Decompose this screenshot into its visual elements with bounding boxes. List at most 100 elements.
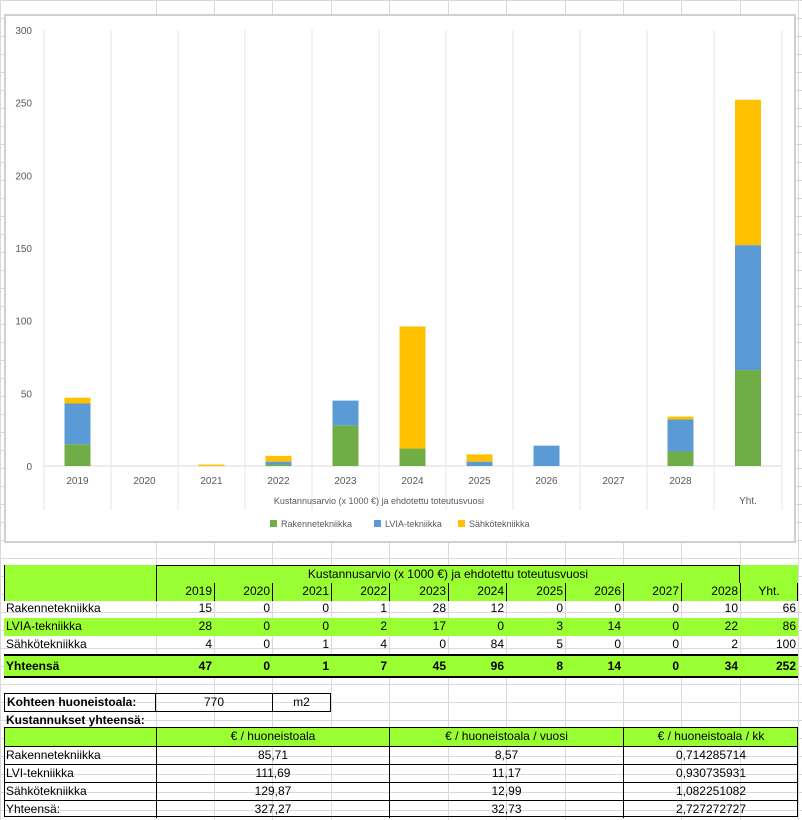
year-header: 2025 <box>506 583 565 601</box>
row-value: 2 <box>731 637 738 651</box>
costs-row-label: Sähkötekniikka <box>6 784 87 798</box>
costs-value: 129,87 <box>156 783 389 800</box>
row-value: 0 <box>614 601 621 615</box>
y-tick-label: 300 <box>15 26 32 37</box>
row-value: 14 <box>607 619 621 633</box>
row-value: 0 <box>556 601 563 615</box>
sum-row-value: 7 <box>380 659 387 673</box>
year-header: 2019 <box>156 583 214 601</box>
y-tick-label: 150 <box>15 244 32 255</box>
area-label: Kohteen huoneistoala: <box>4 693 156 712</box>
bar-segment <box>399 448 426 466</box>
bar-segment <box>332 400 359 426</box>
legend-swatch <box>270 520 277 527</box>
costs-value: 0,714285714 <box>623 747 798 764</box>
row-value: 0 <box>263 619 270 633</box>
row-total: 86 <box>782 619 796 633</box>
year-header: 2020 <box>214 583 272 601</box>
costs-title: Kustannukset yhteensä: <box>6 713 145 727</box>
grid-row-line <box>0 612 802 613</box>
bar-segment <box>399 326 426 449</box>
costs-value: 85,71 <box>156 747 389 764</box>
costs-row-line <box>4 800 798 801</box>
x-tick-label: 2020 <box>133 476 156 487</box>
x-tick-label: 2024 <box>401 476 424 487</box>
costs-value: 8,57 <box>389 747 623 764</box>
sum-row-total: 252 <box>775 659 796 673</box>
costs-value: 327,27 <box>156 801 389 818</box>
row-value: 17 <box>432 619 446 633</box>
row-value: 1 <box>380 601 387 615</box>
x-tick-label: 2023 <box>334 476 357 487</box>
row-value: 0 <box>672 601 679 615</box>
grid-col-line <box>798 0 799 820</box>
sum-row-value: 34 <box>724 659 738 673</box>
costs-frame <box>4 727 798 817</box>
total-header: Yht. <box>740 583 798 601</box>
row-value: 3 <box>556 619 563 633</box>
grid-row-line <box>0 774 802 775</box>
bar-segment <box>466 454 493 462</box>
costs-row-label: Yhteensä: <box>6 802 61 816</box>
area-unit: m2 <box>273 693 331 712</box>
costs-header-bg <box>4 728 798 746</box>
x-tick-label: Yht. <box>739 496 757 507</box>
y-tick-label: 100 <box>15 317 32 328</box>
bar-segment <box>332 425 359 466</box>
row-value: 12 <box>490 601 504 615</box>
bar-segment <box>64 403 91 445</box>
x-axis-title: Kustannusarvio (x 1000 €) ja ehdotettu t… <box>274 496 484 506</box>
row-value: 22 <box>724 619 738 633</box>
costs-header: € / huoneistoala / kk <box>623 728 798 746</box>
row-value: 10 <box>724 601 738 615</box>
row-value: 28 <box>198 619 212 633</box>
grid-row-line <box>0 648 802 649</box>
sum-row-value: 0 <box>263 659 270 673</box>
sum-row-value: 0 <box>672 659 679 673</box>
row-value: 4 <box>380 637 387 651</box>
grid-row-line <box>0 558 802 559</box>
row-value: 28 <box>432 601 446 615</box>
row-value: 0 <box>614 637 621 651</box>
sum-row-value: 45 <box>432 659 446 673</box>
legend-swatch <box>374 520 381 527</box>
row-total: 66 <box>782 601 796 615</box>
bar-segment <box>198 464 225 466</box>
row-value: 2 <box>380 619 387 633</box>
bar-segment <box>64 444 91 466</box>
costs-row-line <box>4 782 798 783</box>
x-tick-label: 2021 <box>200 476 223 487</box>
sum-row-value: 8 <box>556 659 563 673</box>
year-header: 2021 <box>272 583 331 601</box>
table-header-bg <box>4 565 798 601</box>
row-value: 4 <box>205 637 212 651</box>
bar-segment <box>64 397 91 404</box>
sum-row-label: Yhteensä <box>6 659 60 673</box>
year-header: 2028 <box>681 583 740 601</box>
x-tick-label: 2022 <box>267 476 290 487</box>
bar-segment <box>735 370 761 466</box>
y-tick-label: 200 <box>15 171 32 182</box>
costs-row-line <box>4 746 798 747</box>
grid-row-line <box>0 810 802 811</box>
grid-row-line <box>0 684 802 685</box>
grid-row-line <box>0 720 802 721</box>
sum-row-value: 1 <box>322 659 329 673</box>
grid-row-line <box>0 702 802 703</box>
table-header-frame <box>4 565 798 601</box>
legend-label: Sähkötekniikka <box>469 519 530 529</box>
costs-value: 12,99 <box>389 783 623 800</box>
costs-value: 32,73 <box>389 801 623 818</box>
x-tick-label: 2019 <box>66 476 89 487</box>
grid-row-line <box>0 792 802 793</box>
costs-value: 11,17 <box>389 765 623 782</box>
bar-segment <box>466 461 493 466</box>
bar-segment <box>735 99 761 246</box>
y-tick-label: 250 <box>15 99 32 110</box>
year-header: 2022 <box>331 583 389 601</box>
row-value: 0 <box>672 637 679 651</box>
costs-row-label: Rakennetekniikka <box>6 748 101 762</box>
x-tick-label: 2026 <box>535 476 558 487</box>
row-value: 0 <box>263 637 270 651</box>
sum-row-bg <box>4 655 798 677</box>
